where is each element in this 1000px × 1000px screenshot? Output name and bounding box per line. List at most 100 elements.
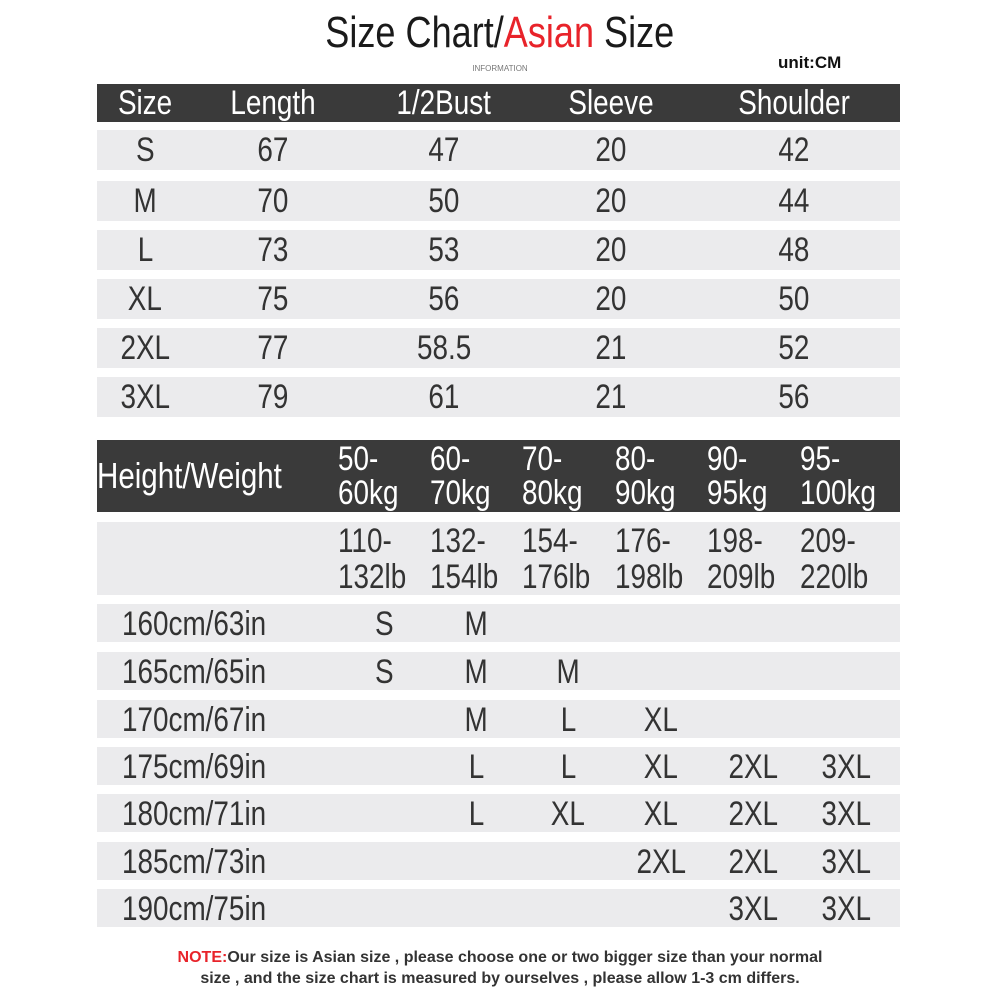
weight-lb-bottom-text: 132lb bbox=[338, 558, 407, 596]
column-header: 1/2Bust bbox=[364, 84, 524, 122]
table-cell-text: S bbox=[135, 131, 155, 169]
title-part: Size Chart/ bbox=[325, 8, 504, 57]
table-cell-text: XL bbox=[127, 280, 163, 318]
weight-kg-bottom-text: 100kg bbox=[800, 474, 876, 512]
note: NOTE:Our size is Asian size , please cho… bbox=[0, 947, 1000, 989]
weight-kg-top-text: 95- bbox=[800, 440, 841, 478]
weight-kg-top-text: 50- bbox=[338, 440, 379, 478]
fit-table-row bbox=[97, 604, 900, 642]
table-cell: 77 bbox=[193, 328, 353, 368]
weight-kg-top: 70- bbox=[522, 442, 571, 476]
unit-label: unit:CM bbox=[778, 53, 842, 72]
column-header: Size bbox=[65, 84, 225, 122]
table-cell-text: 21 bbox=[595, 329, 627, 367]
table-cell: 21 bbox=[531, 328, 691, 368]
weight-lb-bottom: 220lb bbox=[800, 560, 883, 594]
weight-lb-bottom-text: 154lb bbox=[430, 558, 499, 596]
table-cell: 20 bbox=[531, 230, 691, 270]
weight-lb-bottom: 176lb bbox=[522, 560, 605, 594]
table-cell: 79 bbox=[193, 377, 353, 417]
weight-lb-top-text: 198- bbox=[707, 522, 763, 560]
table-cell: 61 bbox=[364, 377, 524, 417]
weight-kg-top-text: 80- bbox=[615, 440, 656, 478]
weight-lb-bottom: 209lb bbox=[707, 560, 790, 594]
table-cell: 75 bbox=[193, 279, 353, 319]
table-cell: 20 bbox=[531, 181, 691, 221]
table-cell-text: M bbox=[133, 182, 157, 220]
table-cell: 53 bbox=[364, 230, 524, 270]
weight-kg-top: 90- bbox=[707, 442, 756, 476]
table-cell-text: 47 bbox=[428, 131, 460, 169]
size-cell: 3XL bbox=[800, 842, 892, 882]
size-cell-text: M bbox=[464, 605, 488, 643]
column-header-text: Size bbox=[117, 84, 173, 122]
height-label-text: 170cm/67in bbox=[122, 701, 267, 739]
size-table-row bbox=[97, 377, 900, 417]
weight-kg-bottom-text: 80kg bbox=[522, 474, 583, 512]
weight-lb-top-text: 110- bbox=[338, 522, 392, 560]
table-cell: 70 bbox=[193, 181, 353, 221]
fit-table-row bbox=[97, 652, 900, 690]
weight-lb-bottom-text: 209lb bbox=[707, 558, 776, 596]
height-label-text: 180cm/71in bbox=[122, 795, 267, 833]
table-cell-text: 42 bbox=[778, 131, 810, 169]
table-cell-text: 58.5 bbox=[416, 329, 472, 367]
table-cell: S bbox=[65, 130, 225, 170]
height-label: 170cm/67in bbox=[122, 700, 298, 740]
weight-lb-top: 110- bbox=[338, 524, 404, 558]
height-label-text: 175cm/69in bbox=[122, 748, 267, 786]
table-cell: 20 bbox=[531, 130, 691, 170]
table-cell-text: 20 bbox=[595, 131, 627, 169]
size-cell: L bbox=[430, 794, 522, 834]
table-cell-text: 79 bbox=[257, 378, 289, 416]
size-cell: M bbox=[430, 700, 522, 740]
page-title: Size Chart/Asian Size bbox=[0, 8, 1000, 58]
column-header-text: Length bbox=[230, 84, 316, 122]
size-cell: L bbox=[522, 700, 614, 740]
table-cell: L bbox=[65, 230, 225, 270]
weight-kg-top: 60- bbox=[430, 442, 479, 476]
table-cell-text: 56 bbox=[428, 280, 460, 318]
size-cell-text: M bbox=[464, 701, 488, 739]
table-cell-text: 67 bbox=[257, 131, 289, 169]
table-cell-text: 77 bbox=[257, 329, 289, 367]
height-label: 190cm/75in bbox=[122, 889, 298, 929]
table-cell-text: 56 bbox=[778, 378, 810, 416]
table-cell-text: 53 bbox=[428, 231, 460, 269]
table-cell-text: 20 bbox=[595, 280, 627, 318]
note-line: Our size is Asian size , please choose o… bbox=[227, 949, 823, 966]
weight-lb-top: 132- bbox=[430, 524, 498, 558]
size-cell: 2XL bbox=[615, 842, 707, 882]
weight-kg-bottom-text: 90kg bbox=[615, 474, 676, 512]
weight-kg-bottom-text: 70kg bbox=[430, 474, 491, 512]
table-cell-text: 52 bbox=[778, 329, 810, 367]
table-cell: 21 bbox=[531, 377, 691, 417]
height-label-text: 190cm/75in bbox=[122, 890, 267, 928]
size-cell: 3XL bbox=[800, 889, 892, 929]
column-header-text: Shoulder bbox=[738, 84, 850, 122]
fit-table-header bbox=[97, 440, 900, 512]
weight-kg-bottom-text: 95kg bbox=[707, 474, 768, 512]
size-cell-text: 3XL bbox=[821, 795, 871, 833]
height-label: 165cm/65in bbox=[122, 652, 298, 692]
size-table-row bbox=[97, 279, 900, 319]
table-cell: 3XL bbox=[65, 377, 225, 417]
table-cell: XL bbox=[65, 279, 225, 319]
size-cell-text: XL bbox=[550, 795, 586, 833]
table-cell: 48 bbox=[714, 230, 874, 270]
size-cell-text: S bbox=[374, 605, 394, 643]
size-table-row bbox=[97, 328, 900, 368]
weight-kg-top-text: 90- bbox=[707, 440, 748, 478]
size-cell-text: S bbox=[374, 653, 394, 691]
table-cell-text: 50 bbox=[428, 182, 460, 220]
size-table-header bbox=[97, 84, 900, 122]
size-cell: S bbox=[338, 652, 430, 692]
size-cell-text: 3XL bbox=[821, 890, 871, 928]
size-table-row bbox=[97, 181, 900, 221]
size-cell-text: 2XL bbox=[728, 795, 778, 833]
weight-lb-bottom-text: 198lb bbox=[615, 558, 684, 596]
size-cell-text: 2XL bbox=[728, 843, 778, 881]
table-cell-text: 75 bbox=[257, 280, 289, 318]
column-header-text: 1/2Bust bbox=[396, 84, 492, 122]
weight-lb-top-text: 176- bbox=[615, 522, 671, 560]
